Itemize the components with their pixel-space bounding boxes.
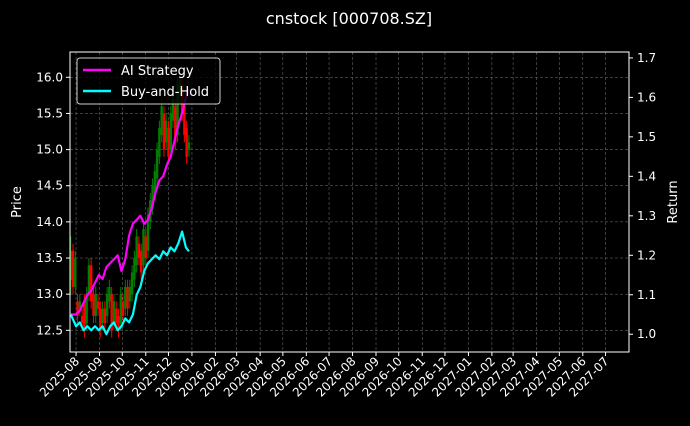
y-tick-label: 14.0 (36, 215, 63, 229)
candle-body (167, 127, 170, 157)
candle-body (171, 98, 175, 121)
candle-body (69, 250, 72, 280)
candle-body (155, 149, 159, 179)
candle-body (119, 294, 122, 324)
candle-body (76, 301, 79, 316)
candle-body (85, 294, 88, 324)
legend-box (76, 57, 221, 105)
candle-body (144, 236, 147, 259)
candle-body (174, 106, 177, 143)
series-line-ai-strategy (70, 89, 190, 316)
candle-body (126, 286, 129, 309)
candle-body (151, 185, 154, 208)
candle-body (103, 308, 107, 324)
candle-body (128, 286, 132, 302)
candle-body (185, 127, 188, 157)
candle-body (187, 142, 191, 150)
candle-body (112, 301, 116, 324)
y-axis-label: Price (10, 186, 25, 218)
candle-body (96, 301, 100, 309)
candle-body (183, 106, 186, 136)
candle-body (71, 250, 75, 287)
candle-body (94, 294, 97, 316)
y-tick-label: 16.0 (36, 70, 63, 84)
candle-body (130, 272, 134, 295)
series-lines (69, 89, 190, 336)
candle-body (135, 236, 138, 266)
y2-tick-label: 1.6 (637, 90, 656, 104)
candle-body (158, 127, 161, 157)
y2-tick-label: 1.2 (637, 248, 656, 262)
y2-tick-label: 1.7 (637, 51, 656, 65)
candle-body (160, 106, 163, 136)
candle-body (137, 243, 141, 259)
y-tick-label: 14.5 (36, 179, 63, 193)
candle-body (146, 214, 150, 251)
candle-body (133, 258, 136, 280)
candle-body (92, 294, 95, 316)
candle-body (80, 315, 84, 324)
y2-tick-label: 1.3 (637, 209, 656, 223)
candle-body (162, 113, 166, 150)
y-tick-label: 15.5 (36, 106, 63, 120)
candle-body (124, 286, 127, 309)
y2-axis-label: Return (666, 180, 681, 223)
plot-frame (69, 51, 630, 353)
legend-label-ai-strategy: AI Strategy (121, 64, 194, 79)
candle-body (140, 250, 143, 273)
candle-body (153, 171, 157, 193)
candle-body (115, 308, 118, 324)
candle-body (164, 120, 168, 143)
y2-tick-label: 1.5 (637, 130, 656, 144)
y2-tick-label: 1.0 (637, 327, 656, 341)
legend: AI Strategy Buy-and-Hold (76, 57, 221, 105)
y2-tick-label: 1.4 (637, 169, 656, 183)
candle-body (83, 301, 86, 331)
y-tick-label: 13.0 (36, 287, 63, 301)
candle-body (169, 113, 172, 150)
left-axis-ticks: 12.5 13.0 13.5 14.0 14.5 15.0 15.5 16.0 (36, 70, 70, 337)
candle-body (90, 265, 93, 302)
y2-tick-label: 1.1 (637, 288, 656, 302)
candle-body (121, 301, 125, 316)
candle-body (101, 308, 104, 324)
chart-title: cnstock [000708.SZ] (266, 9, 432, 28)
candle-body (78, 301, 82, 309)
series-line-buy-and-hold (69, 230, 190, 336)
candle-body (110, 294, 113, 331)
right-axis-ticks: 1.0 1.1 1.2 1.3 1.4 1.5 1.6 1.7 (629, 51, 656, 341)
candle-body (108, 286, 111, 302)
candle-body (176, 84, 179, 136)
candle-body (87, 265, 91, 295)
y-tick-label: 12.5 (36, 323, 63, 337)
candle-body (117, 315, 120, 331)
y-tick-label: 13.5 (36, 251, 63, 265)
candle-body (105, 294, 109, 316)
y-tick-label: 15.0 (36, 143, 63, 157)
candle-body (142, 229, 145, 266)
candle-body (74, 258, 77, 287)
candle-body (99, 308, 102, 331)
legend-label-buy-and-hold: Buy-and-Hold (121, 85, 209, 100)
